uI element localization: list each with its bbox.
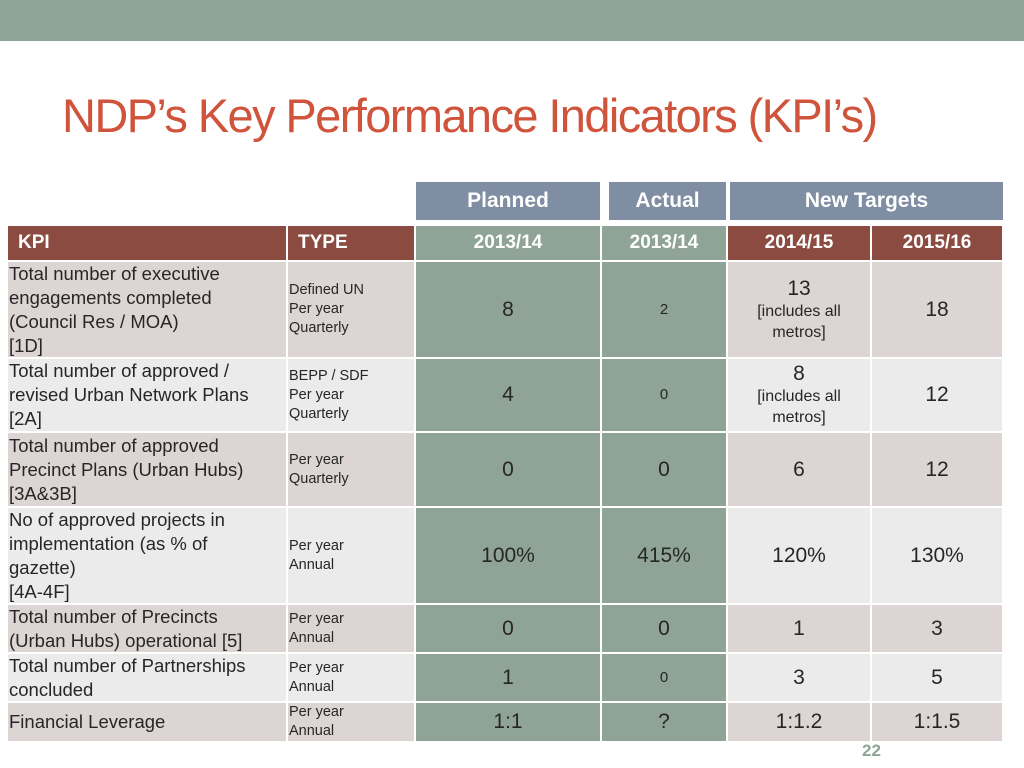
planned-cell: 0 <box>416 433 600 506</box>
kpi-cell: Total number of Partnerships concluded <box>8 654 286 701</box>
kpi-cell: No of approved projects in implementation… <box>8 508 286 603</box>
group-header-planned: Planned <box>416 182 600 220</box>
target-2015-16-cell: 1:1.5 <box>872 703 1002 741</box>
planned-cell: 0 <box>416 605 600 652</box>
target-2014-15-cell: 6 <box>728 433 870 506</box>
slide-title: NDP’s Key Performance Indicators (KPI’s) <box>62 89 878 142</box>
target-2014-15-cell: 1:1.2 <box>728 703 870 741</box>
kpi-cell: Financial Leverage <box>8 703 286 741</box>
target-2015-16-cell: 130% <box>872 508 1002 603</box>
target-2015-16-cell: 5 <box>872 654 1002 701</box>
kpi-cell: Total number of approved Precinct Plans (… <box>8 433 286 506</box>
group-header-actual: Actual <box>609 182 726 220</box>
type-cell: Per year Annual <box>288 654 414 701</box>
type-cell: Per year Annual <box>288 508 414 603</box>
actual-cell: 0 <box>602 359 726 431</box>
column-header-target-2015-16: 2015/16 <box>872 226 1002 260</box>
column-header-type: TYPE <box>288 226 414 260</box>
planned-cell: 1 <box>416 654 600 701</box>
column-header-target-2014-15: 2014/15 <box>728 226 870 260</box>
top-accent-bar <box>0 0 1024 41</box>
column-header-kpi: KPI <box>8 226 286 260</box>
planned-cell: 100% <box>416 508 600 603</box>
actual-cell: 415% <box>602 508 726 603</box>
planned-cell: 1:1 <box>416 703 600 741</box>
target-2014-15-cell: 120% <box>728 508 870 603</box>
target-2014-15-cell: 3 <box>728 654 870 701</box>
type-cell: Defined UN Per year Quarterly <box>288 262 414 357</box>
target-2015-16-cell: 12 <box>872 359 1002 431</box>
page-number: 22 <box>862 741 881 760</box>
target-2014-15-cell: 8 [includes all metros] <box>728 359 870 431</box>
actual-cell: 0 <box>602 605 726 652</box>
actual-cell: ? <box>602 703 726 741</box>
target-2015-16-cell: 3 <box>872 605 1002 652</box>
target-2015-16-cell: 12 <box>872 433 1002 506</box>
group-header-new-targets: New Targets <box>730 182 1003 220</box>
type-cell: Per year Annual <box>288 605 414 652</box>
type-cell: Per year Quarterly <box>288 433 414 506</box>
planned-cell: 4 <box>416 359 600 431</box>
actual-cell: 2 <box>602 262 726 357</box>
column-header-planned-year: 2013/14 <box>416 226 600 260</box>
target-2014-15-cell: 13 [includes all metros] <box>728 262 870 357</box>
target-2015-16-cell: 18 <box>872 262 1002 357</box>
actual-cell: 0 <box>602 433 726 506</box>
column-header-actual-year: 2013/14 <box>602 226 726 260</box>
planned-cell: 8 <box>416 262 600 357</box>
actual-cell: 0 <box>602 654 726 701</box>
kpi-cell: Total number of executive engagements com… <box>8 262 286 357</box>
kpi-cell: Total number of Precincts (Urban Hubs) op… <box>8 605 286 652</box>
target-2014-15-cell: 1 <box>728 605 870 652</box>
type-cell: Per year Annual <box>288 703 414 741</box>
kpi-cell: Total number of approved / revised Urban … <box>8 359 286 431</box>
type-cell: BEPP / SDF Per year Quarterly <box>288 359 414 431</box>
